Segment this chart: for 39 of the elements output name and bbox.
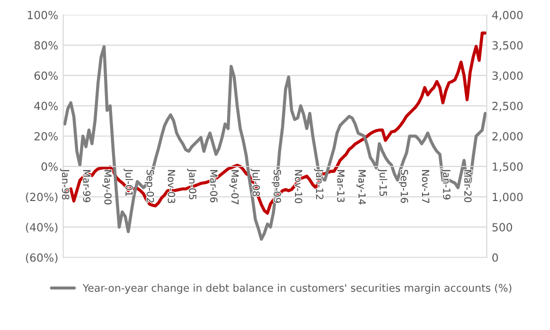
x-tick-label: Jan-12 <box>314 168 324 200</box>
y-tick-label: 20% <box>34 132 58 141</box>
x-tick-label: Mar-13 <box>337 170 345 202</box>
y-tick-label: (20%) <box>26 192 58 202</box>
x-tick-label: Jan-05 <box>187 168 196 200</box>
y2-tick-label: 2,000 <box>492 132 523 142</box>
x-tick-label: Jul-08 <box>250 168 260 196</box>
y-tick-label: 100% <box>28 10 58 20</box>
x-tick-label: Jan-19 <box>441 168 450 200</box>
y-tick-label: (60%) <box>26 253 58 264</box>
y2-tick-label: 1,000 <box>492 192 523 202</box>
x-tick-label: Jul-15 <box>378 168 388 196</box>
y2-tick-label: 500 <box>492 223 512 232</box>
y-tick-label: 0% <box>41 162 58 171</box>
x-tick-label: May-14 <box>356 170 366 204</box>
x-tick-label: Nov-03 <box>168 170 176 204</box>
y2-tick-label: 1,500 <box>492 162 523 172</box>
y-tick-label: (40%) <box>26 222 58 233</box>
y-tick-label: 80% <box>34 41 58 50</box>
legend-label: Year-on-year change in debt balance in customers' securities margin accounts (%) <box>82 284 512 294</box>
y-tick-label: 40% <box>34 102 58 110</box>
y2-tick-label: 4,000 <box>492 10 523 20</box>
x-tick-label: Nov-17 <box>422 170 430 203</box>
x-tick-label: Mar-06 <box>210 170 218 202</box>
x-tick-label: May-07 <box>229 170 239 204</box>
x-tick-label: Jul-01 <box>124 168 133 196</box>
x-tick-label: Sep-16 <box>398 170 408 203</box>
y2-tick-label: 2,500 <box>492 102 523 112</box>
x-tick-label: Jan-98 <box>60 168 70 200</box>
y2-tick-label: 3,000 <box>492 71 523 81</box>
x-tick-label: Sep-09 <box>272 170 282 203</box>
x-tick-label: Nov-10 <box>294 170 302 204</box>
x-tick-label: Mar-20 <box>464 170 472 202</box>
x-tick-label: Mar-99 <box>83 170 90 202</box>
y-tick-label: 60% <box>34 71 58 80</box>
y2-tick-label: 3,500 <box>492 41 523 51</box>
y2-tick-label: 0 <box>492 253 498 262</box>
x-tick-label: May-00 <box>102 170 112 204</box>
x-tick-label: Sep-02 <box>144 170 154 202</box>
